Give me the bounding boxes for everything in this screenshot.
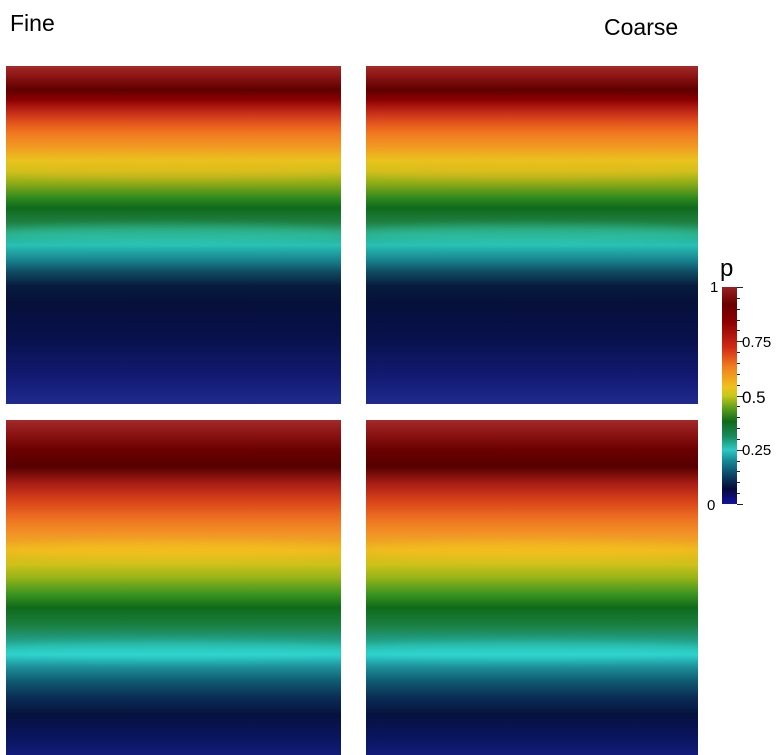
colorbar-tick: [737, 439, 740, 440]
colorbar-tick: [737, 504, 743, 505]
coarse-field-top: [366, 66, 698, 404]
fine-label: Fine: [10, 10, 55, 36]
fine-field-top: [6, 66, 341, 404]
colorbar: [722, 287, 737, 504]
coarse-label: Coarse: [604, 14, 679, 40]
colorbar-tick: [737, 493, 740, 494]
colorbar-tick: [737, 320, 740, 321]
colorbar-tick-label: 0.75: [742, 334, 772, 351]
colorbar-tick: [737, 330, 740, 331]
colorbar-tick: [737, 309, 740, 310]
colorbar-tick: [737, 287, 743, 288]
colorbar-tick: [737, 417, 740, 418]
colorbar-tick: [737, 406, 740, 407]
colorbar-title: p: [720, 255, 734, 282]
colorbar-tick-label: 0: [707, 497, 716, 514]
colorbar-tick: [737, 385, 740, 386]
colorbar-tick: [737, 396, 743, 397]
colorbar-tick: [737, 461, 740, 462]
colorbar-tick: [737, 363, 740, 364]
fine-field-bottom: [6, 420, 341, 755]
colorbar-tick: [737, 298, 740, 299]
colorbar-tick-label: 1: [710, 279, 719, 296]
colorbar-tick-label: 0.25: [742, 442, 772, 459]
colorbar-tick: [737, 428, 740, 429]
colorbar-tick: [737, 482, 740, 483]
colorbar-tick: [737, 471, 740, 472]
colorbar-tick: [737, 450, 743, 451]
colorbar-tick: [737, 352, 740, 353]
coarse-field-bottom: [366, 420, 698, 755]
colorbar-tick-label: 0.5: [742, 388, 766, 407]
colorbar-tick: [737, 341, 743, 342]
colorbar-tick: [737, 374, 740, 375]
